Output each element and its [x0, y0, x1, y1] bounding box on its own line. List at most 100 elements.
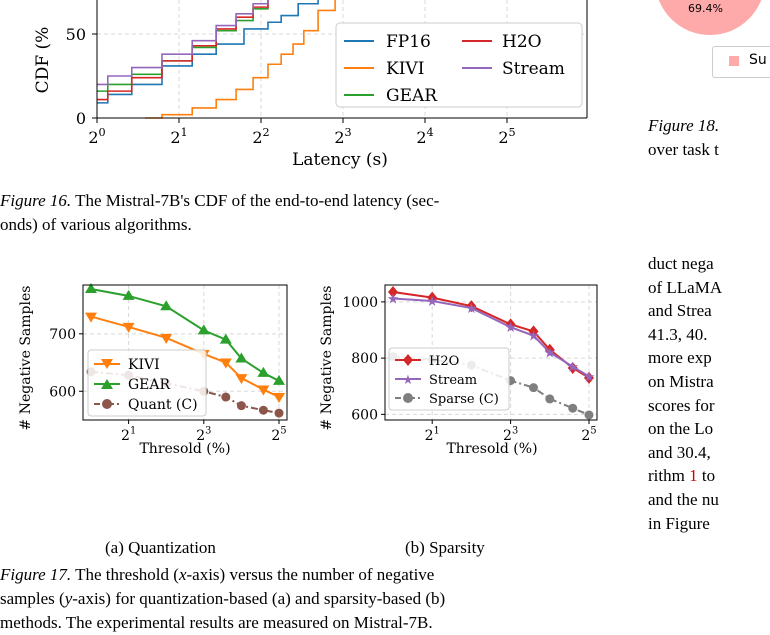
right-line: rithm — [648, 466, 690, 486]
sb-marker — [545, 394, 555, 404]
legend-fp16: FP16 — [386, 32, 431, 52]
qa-marker — [219, 333, 232, 344]
sb-ytick-label: 800 — [351, 351, 378, 367]
figure18-caption-line2: over task t — [648, 140, 719, 159]
figure16-caption: Figure 16. The Mistral-7B's CDF of the e… — [0, 189, 620, 237]
qa-marker — [122, 289, 135, 300]
sb-marker: ★ — [465, 301, 478, 317]
qa-marker — [197, 324, 210, 335]
cdf-xtick-label: 25 — [498, 126, 515, 147]
quant-legend: KIVI GEAR Quant (C) — [87, 349, 207, 417]
qa-marker — [257, 366, 270, 377]
cdf-ytick-50: 50 — [66, 25, 86, 44]
qa-marker — [273, 374, 285, 385]
figure17-caption-line3: methods. The experimental results are me… — [0, 613, 433, 632]
right-line: more exp — [648, 348, 712, 368]
sb-marker: ★ — [566, 360, 579, 376]
cdf-xtick-label: 22 — [252, 126, 269, 147]
qa-marker — [235, 352, 248, 363]
sparse-legend-sparsec: Sparse (C) — [429, 392, 499, 407]
sb-line-stream — [392, 297, 590, 378]
quant-legend-gear: GEAR — [128, 377, 171, 393]
figure17-caption-part2: -axis) versus the number of negative — [186, 565, 435, 584]
sb-marker: ★ — [387, 292, 400, 308]
figure17-label: Figure 17. — [0, 565, 72, 584]
qa-xtick-label: 25 — [271, 426, 286, 444]
sparse-legend-h2o: H2O — [429, 354, 459, 369]
cdf-series — [97, 0, 336, 119]
figure18-label: Figure 18. — [648, 116, 720, 135]
figure17-caption-part4: -axis) for quantization-based (a) and sp… — [72, 589, 446, 608]
cdf-legend: FP16 H2O KIVI Stream GEAR — [335, 22, 583, 108]
sb-marker — [584, 410, 594, 420]
qa-marker — [219, 358, 232, 369]
sb-ytick-label: 1000 — [342, 295, 378, 311]
cdf-xtick-label: 24 — [416, 126, 433, 147]
subcaption-a: (a) Quantization — [105, 538, 216, 557]
quant-ylabel: # Negative Samples — [18, 286, 34, 431]
sb-marker: ★ — [527, 329, 540, 345]
figure16-label: Figure 16. — [0, 191, 72, 210]
right-line-tail: to — [697, 466, 716, 486]
sb-marker: ★ — [504, 320, 517, 336]
qa-marker — [122, 322, 135, 333]
right-line: on Mistra — [648, 371, 714, 391]
cdf-xtick-label: 23 — [334, 126, 351, 147]
sb-marker: ★ — [583, 369, 596, 385]
sb-marker — [388, 286, 398, 299]
right-line: on the Lo — [648, 419, 714, 439]
quant-xlabel: Thresold (%) — [139, 441, 230, 457]
qa-marker — [236, 401, 246, 411]
figure16-caption-line1: The Mistral-7B's CDF of the end-to-end l… — [71, 191, 440, 210]
cdf-line-kivi — [144, 0, 336, 119]
sb-marker — [528, 325, 539, 338]
right-line: and the nu — [648, 489, 719, 509]
figure18-pie-label: 69.4% — [688, 2, 723, 15]
qa-ytick-label: 700 — [49, 327, 76, 343]
legend-gear: GEAR — [386, 86, 438, 106]
figure16-caption-line2: onds) of various algorithms. — [0, 215, 192, 234]
qa-ytick-label: 600 — [49, 384, 76, 400]
qa-marker — [273, 393, 285, 404]
qa-marker — [160, 300, 173, 311]
figure17-caption: Figure 17. The threshold (x-axis) versus… — [0, 563, 620, 635]
qa-line-gear — [90, 288, 280, 382]
figure17-x-var: x — [178, 565, 187, 584]
algorithm-ref-link[interactable]: 1 — [689, 466, 698, 486]
figure17-y-var: y — [64, 589, 73, 608]
cdf-ylabel: CDF (% — [33, 27, 53, 94]
sb-marker: ★ — [544, 346, 557, 362]
quant-legend-kivi: KIVI — [128, 357, 160, 373]
svg-text:★: ★ — [402, 373, 414, 388]
subcaption-b: (b) Sparsity — [405, 538, 485, 557]
figure18-legend-swatch — [729, 56, 739, 66]
right-line: of LLaMA — [648, 277, 723, 297]
legend-stream: Stream — [502, 59, 565, 79]
qa-marker — [274, 408, 284, 418]
qa-marker — [160, 333, 173, 344]
qa-marker — [85, 312, 97, 323]
sparse-legend-stream: Stream — [429, 373, 477, 388]
sb-marker — [568, 403, 578, 413]
figure17-caption-part1: The threshold ( — [71, 565, 179, 584]
cdf-ytick-0: 0 — [76, 109, 86, 128]
figure18-legend: Su — [712, 46, 770, 78]
cdf-xtick-label: 21 — [170, 126, 187, 147]
qa-xtick-label: 21 — [121, 426, 136, 444]
right-line: and Strea — [648, 301, 712, 321]
sparse-legend: H2O ★ Stream Sparse (C) — [388, 347, 510, 411]
right-line: in Figure — [648, 513, 710, 533]
right-line: duct nega — [648, 254, 714, 273]
qa-marker — [235, 374, 248, 385]
sb-ytick-label: 600 — [351, 407, 378, 423]
cdf-xticks: 20 21 22 23 24 25 — [88, 118, 516, 147]
sparse-ylabel: # Negative Samples — [319, 286, 335, 431]
right-line: scores for — [648, 395, 715, 415]
qa-line-quant-c- — [90, 370, 280, 415]
sb-xtick-label: 21 — [425, 426, 440, 444]
right-column-text: duct nega of LLaMA and Strea 41.3, 40. m… — [648, 252, 722, 535]
sb-marker — [544, 343, 555, 356]
cdf-xtick-label: 20 — [88, 126, 105, 147]
